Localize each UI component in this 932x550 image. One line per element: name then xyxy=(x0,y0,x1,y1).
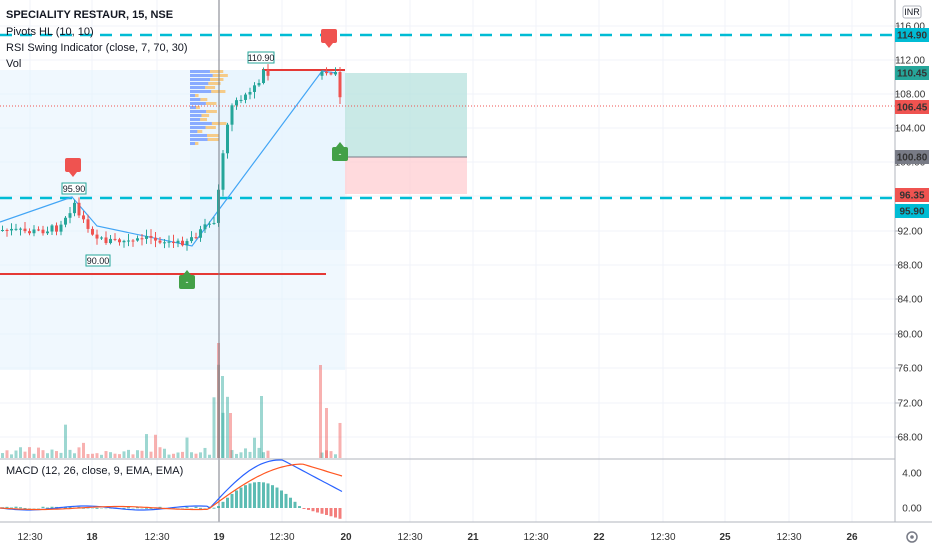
price-tick-label: 68.00 xyxy=(897,433,922,444)
svg-text:95.90: 95.90 xyxy=(63,184,86,194)
time-tick-label: 26 xyxy=(846,532,858,543)
indicator-vol-label[interactable]: Vol xyxy=(6,58,22,70)
candlesticks xyxy=(1,64,342,251)
macd-axis[interactable]: 4.00 0.00 xyxy=(902,469,922,515)
time-tick-label: 12:30 xyxy=(397,532,422,543)
buy-signal-marker[interactable]: - xyxy=(179,270,195,289)
indicator-rsi-label[interactable]: RSI Swing Indicator (close, 7, 70, 30) xyxy=(6,42,188,54)
indicator-pivots-label[interactable]: Pivots HL (10, 10) xyxy=(6,26,94,38)
pivot-label-high-2: 110.90 xyxy=(247,51,275,64)
time-tick-label: 12:30 xyxy=(650,532,675,543)
price-badge-level-110 xyxy=(895,66,929,80)
svg-text:110.90: 110.90 xyxy=(248,53,275,63)
price-axis[interactable]: 116.00112.00108.00104.00100.0096.0092.00… xyxy=(895,22,926,444)
time-tick-label: 12:30 xyxy=(17,532,42,543)
svg-text:90.00: 90.00 xyxy=(87,256,110,266)
buy-signal-marker[interactable]: - xyxy=(332,142,348,161)
price-badges: 114.90 110.45 106.45 100.80 96.35 95.90 xyxy=(895,28,929,218)
price-tick-label: 112.00 xyxy=(895,56,925,67)
price-tick-label: 80.00 xyxy=(897,330,922,341)
time-axis[interactable]: 12:30 18 12:30 19 12:30 20 12:30 21 12:30 22 12:30… xyxy=(17,532,858,543)
macd-tick-label: 4.00 xyxy=(902,469,922,480)
pivot-label-low-1: 90.00 xyxy=(85,254,111,267)
price-tick-label: 76.00 xyxy=(897,364,922,375)
volume-profile xyxy=(190,70,228,145)
symbol-title[interactable]: SPECIALITY RESTAUR, 15, NSE xyxy=(6,9,174,21)
price-badge-label: 96.35 xyxy=(899,191,924,202)
price-tick-label: 84.00 xyxy=(897,295,922,306)
price-badge-stop xyxy=(895,150,929,164)
time-tick-label: 12:30 xyxy=(776,532,801,543)
svg-text:-: - xyxy=(186,277,189,287)
price-badge-label: 106.45 xyxy=(897,103,928,114)
sell-signal-marker[interactable] xyxy=(65,158,81,177)
svg-text:INR: INR xyxy=(904,7,920,17)
macd-pane xyxy=(0,459,343,519)
price-badge-label: 95.90 xyxy=(899,207,924,218)
price-badge-label: 100.80 xyxy=(897,153,928,164)
pivot-zone-2 xyxy=(190,70,345,250)
time-tick-label: 19 xyxy=(213,532,225,543)
time-tick-label: 22 xyxy=(593,532,605,543)
position-profit-zone[interactable] xyxy=(345,73,467,157)
settings-icon[interactable] xyxy=(906,531,918,543)
price-tick-label: 92.00 xyxy=(897,227,922,238)
macd-tick-label: 0.00 xyxy=(902,504,922,515)
indicator-macd-label[interactable]: MACD (12, 26, close, 9, EMA, EMA) xyxy=(6,465,184,477)
currency-label[interactable]: INR xyxy=(902,5,922,19)
price-tick-label: 108.00 xyxy=(895,90,926,101)
price-tick-label: 88.00 xyxy=(897,261,922,272)
time-tick-label: 12:30 xyxy=(269,532,294,543)
sell-signal-marker[interactable] xyxy=(321,29,337,48)
price-badge-level-95 xyxy=(895,204,929,218)
time-tick-label: 25 xyxy=(719,532,731,543)
time-tick-label: 12:30 xyxy=(523,532,548,543)
price-tick-label: 72.00 xyxy=(897,399,922,410)
position-loss-zone[interactable] xyxy=(345,157,467,194)
time-tick-label: 18 xyxy=(86,532,98,543)
price-badge-level-96 xyxy=(895,188,929,202)
svg-text:-: - xyxy=(339,149,342,159)
time-tick-label: 12:30 xyxy=(144,532,169,543)
time-tick-label: 21 xyxy=(467,532,479,543)
price-badge-label: 114.90 xyxy=(897,31,927,42)
price-badge-label: 110.45 xyxy=(897,69,927,80)
price-badge-level-114 xyxy=(895,28,929,42)
time-tick-label: 20 xyxy=(340,532,352,543)
price-tick-label: 104.00 xyxy=(895,124,926,135)
price-badge-last xyxy=(895,100,929,114)
pivot-label-high-1: 95.90 xyxy=(61,182,87,195)
price-tick-label: 116.00 xyxy=(895,22,925,33)
